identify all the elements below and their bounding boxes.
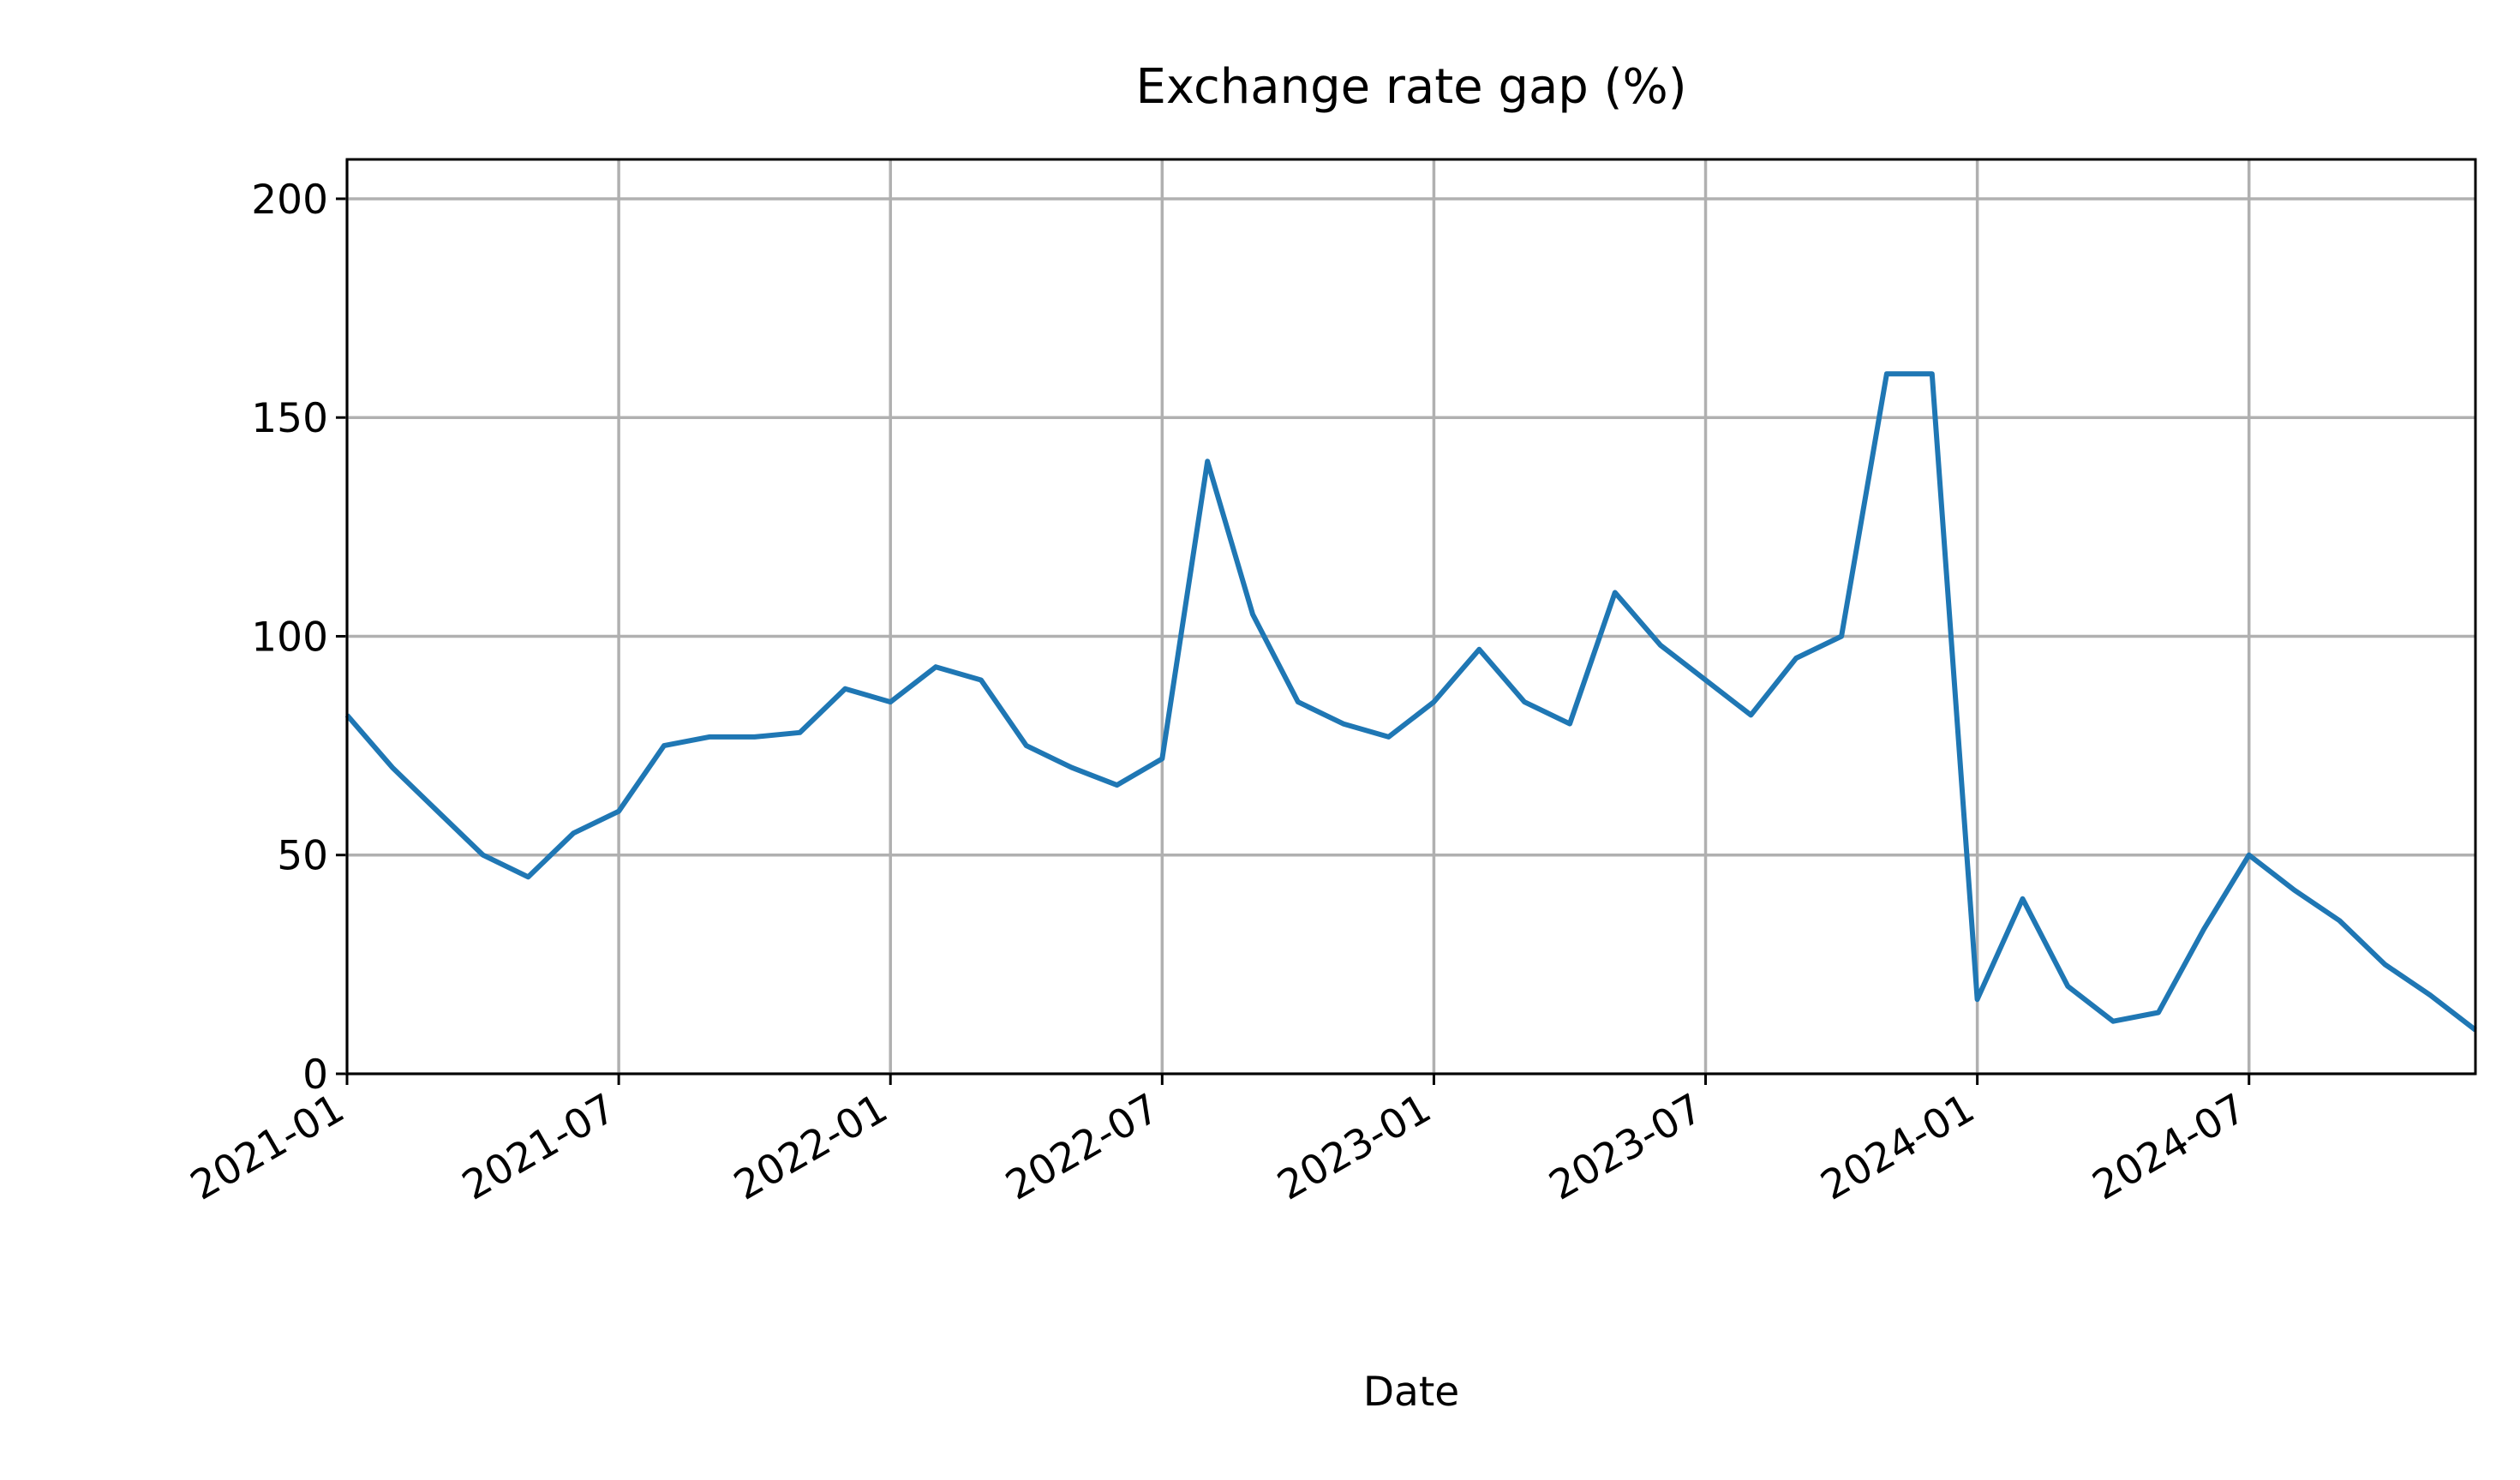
x-tick-label: 2024-01: [1813, 1085, 1983, 1210]
x-tick-label: 2022-01: [727, 1085, 896, 1210]
chart-title: Exchange rate gap (%): [1135, 59, 1686, 115]
x-tick-label: 2023-01: [1270, 1085, 1440, 1210]
x-tick-label: 2022-07: [998, 1085, 1168, 1210]
x-tick-label: 2021-07: [455, 1085, 625, 1210]
data-line: [344, 371, 2477, 1033]
plot-frame: [345, 158, 2477, 1076]
x-tick-label: 2021-01: [183, 1085, 352, 1210]
y-tick-label: 200: [251, 177, 328, 224]
x-tick-label: 2023-07: [1541, 1085, 1711, 1210]
x-axis-label: Date: [1363, 1369, 1459, 1416]
y-tick-label: 100: [251, 614, 328, 661]
y-tick-label: 50: [277, 833, 328, 880]
x-tick-label: 2024-07: [2085, 1085, 2254, 1210]
y-tick-label: 0: [302, 1052, 328, 1099]
y-tick-label: 150: [251, 395, 328, 442]
